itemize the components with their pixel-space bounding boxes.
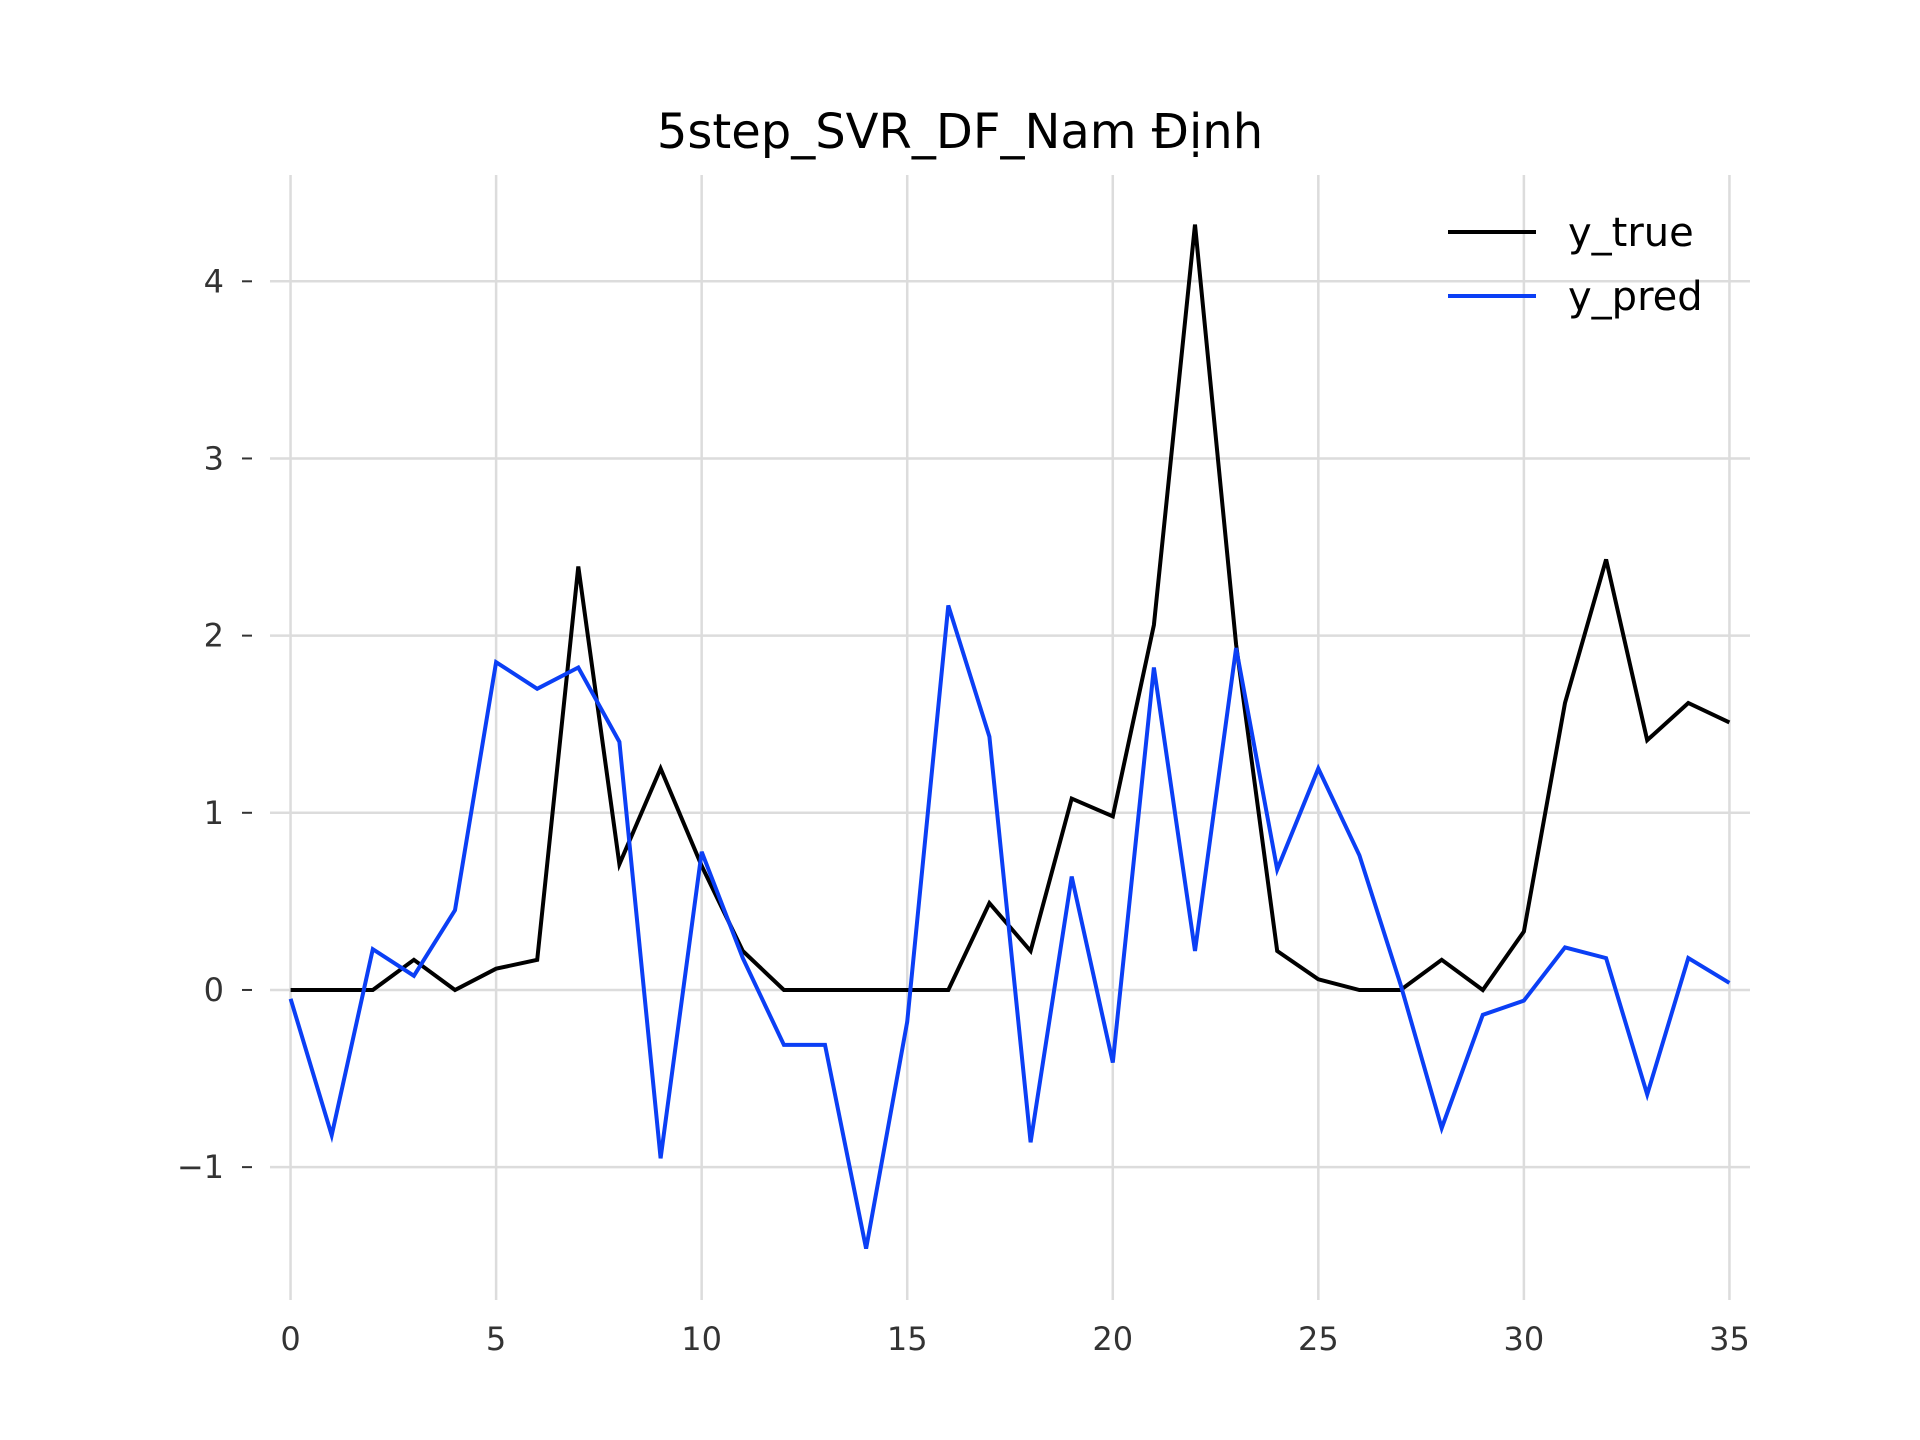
- x-tick-label: 35: [1709, 1320, 1750, 1358]
- legend-label: y_pred: [1568, 274, 1703, 320]
- series-line-y-true: [290, 224, 1731, 993]
- y-tick-label: 0: [204, 971, 224, 1009]
- y-tick-label: 3: [204, 439, 224, 477]
- x-tick-label: 25: [1298, 1320, 1339, 1358]
- y-tick-label: 2: [204, 617, 224, 655]
- x-tick-label: 30: [1504, 1320, 1545, 1358]
- axes: 0 5 10 15 20 25 30 35 −1 0 1 2 3 4: [177, 262, 1750, 1358]
- x-tick-label: 5: [486, 1320, 506, 1358]
- y-tick-label: 1: [204, 794, 224, 832]
- x-tick-label: 15: [887, 1320, 928, 1358]
- y-tick-label: −1: [177, 1148, 224, 1186]
- chart-title: 5step_SVR_DF_Nam Định: [657, 104, 1263, 160]
- y-tick-label: 4: [204, 262, 224, 300]
- series-line-y-pred: [288, 604, 1731, 1249]
- legend: y_true y_pred: [1448, 210, 1703, 320]
- series-lines: [288, 224, 1731, 1249]
- grid: [270, 175, 1750, 1300]
- x-tick-label: 10: [681, 1320, 722, 1358]
- x-tick-label: 20: [1092, 1320, 1133, 1358]
- x-tick-label: 0: [280, 1320, 300, 1358]
- legend-label: y_true: [1568, 210, 1694, 256]
